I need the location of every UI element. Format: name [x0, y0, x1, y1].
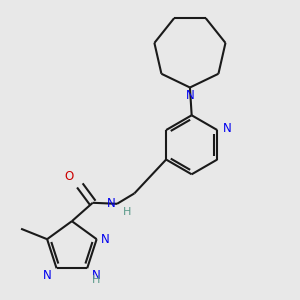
Text: H: H: [92, 274, 100, 284]
Text: N: N: [43, 269, 52, 282]
Text: O: O: [64, 169, 74, 183]
Text: N: N: [92, 269, 100, 282]
Text: H: H: [123, 207, 132, 217]
Text: N: N: [106, 197, 115, 210]
Text: N: N: [101, 233, 110, 246]
Text: N: N: [186, 89, 194, 102]
Text: N: N: [222, 122, 231, 136]
